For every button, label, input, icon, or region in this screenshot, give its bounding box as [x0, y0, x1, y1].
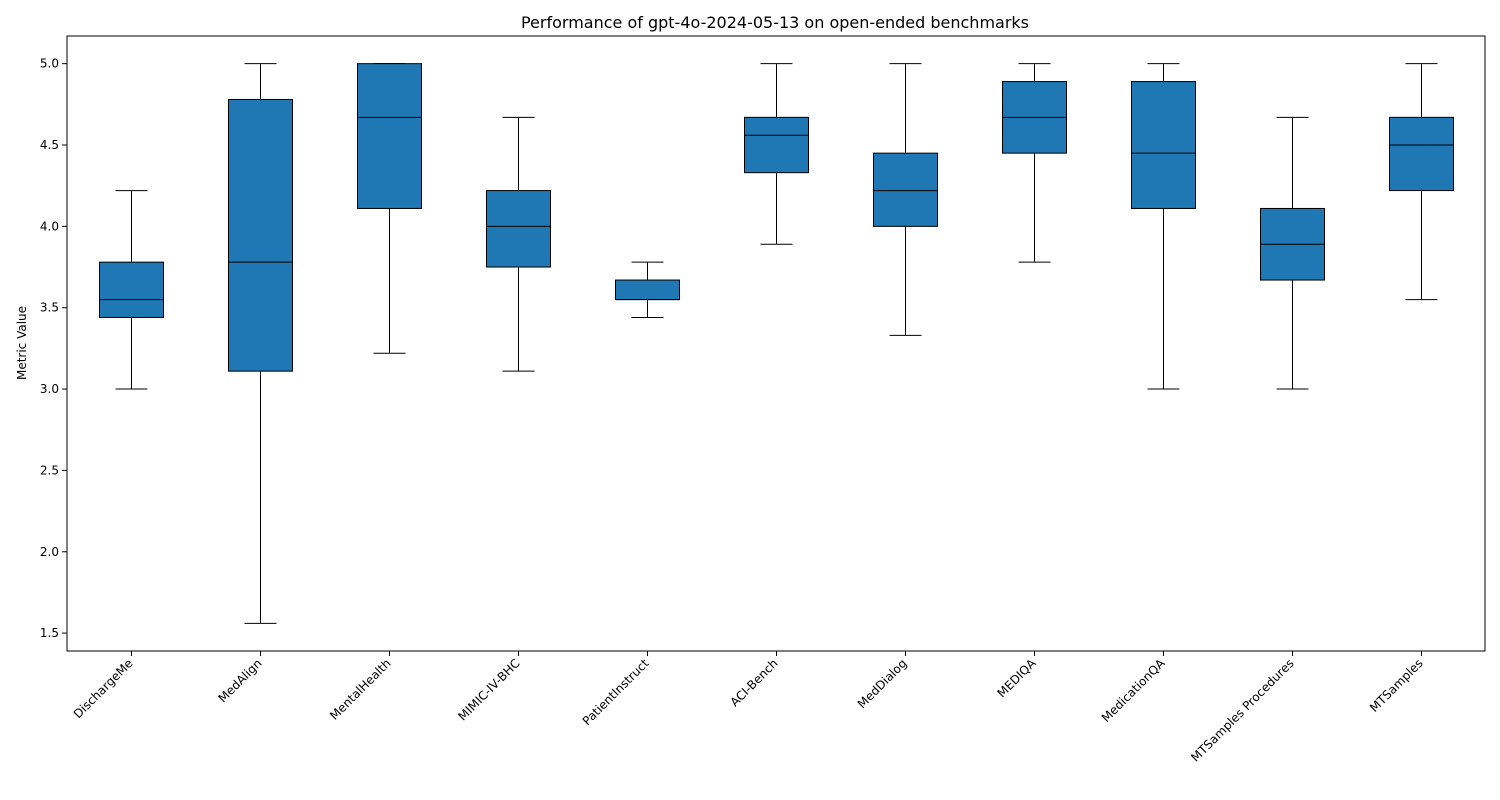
- y-tick-label: 3.0: [40, 382, 59, 396]
- y-tick-label: 4.0: [40, 219, 59, 233]
- chart-title: Performance of gpt-4o-2024-05-13 on open…: [521, 13, 1029, 32]
- plot-area: 1.5 2.0 2.5 3.0 3.5 4.0 4.5 5.0 DischargeMe MedAl…: [40, 57, 1454, 765]
- x-tick-label: MedAlign: [216, 656, 265, 705]
- x-tick-label: MentalHealth: [327, 656, 394, 723]
- box: [744, 116, 809, 174]
- x-tick-label: PatientInstruct: [580, 656, 652, 728]
- y-tick-label: 3.5: [40, 301, 59, 315]
- plot-frame: [66, 35, 1486, 652]
- x-tick-label: MEDIQA: [995, 656, 1040, 701]
- x-tick-label: MIMIC-IV-BHC: [455, 656, 522, 723]
- x-tick-label: MedicationQA: [1099, 656, 1168, 725]
- x-tick-label: MTSamples Procedures: [1188, 656, 1296, 764]
- box: [228, 98, 293, 372]
- y-tick-label: 2.5: [40, 463, 59, 477]
- box: [486, 190, 551, 268]
- box: [99, 261, 164, 318]
- y-axis-label: Metric Value: [15, 306, 29, 380]
- x-tick-label: MedDialog: [855, 656, 910, 711]
- y-tick-label: 4.5: [40, 138, 59, 152]
- box: [615, 279, 680, 301]
- x-tick-label: MTSamples: [1367, 656, 1426, 715]
- x-tick-label: DischargeMe: [71, 656, 136, 721]
- y-tick-label: 2.0: [40, 545, 59, 559]
- x-tick-label: ACI-Bench: [727, 656, 780, 709]
- box: [1389, 116, 1454, 192]
- box: [1131, 81, 1196, 209]
- box: [873, 152, 938, 227]
- y-tick-label: 5.0: [40, 57, 59, 71]
- y-tick-label: 1.5: [40, 626, 59, 640]
- box: [357, 63, 422, 209]
